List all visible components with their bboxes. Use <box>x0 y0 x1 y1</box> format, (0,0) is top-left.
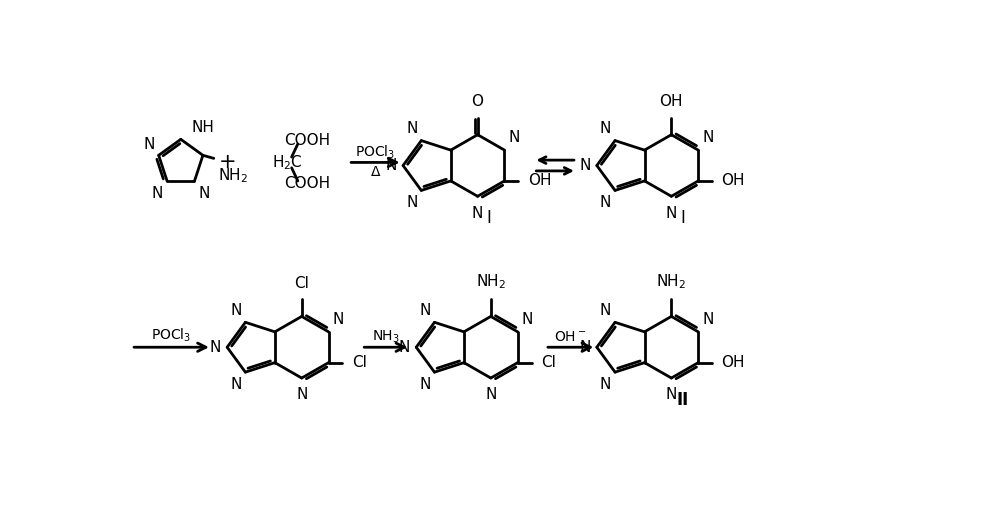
Text: N: N <box>600 377 611 392</box>
Text: Cl: Cl <box>352 355 367 370</box>
Text: Cl: Cl <box>294 276 309 291</box>
Text: COOH: COOH <box>284 133 330 148</box>
Text: N: N <box>666 206 677 221</box>
Text: N: N <box>419 303 431 318</box>
Text: POCl$_3$: POCl$_3$ <box>151 327 192 344</box>
Text: N: N <box>600 195 611 210</box>
Text: N: N <box>600 303 611 318</box>
Text: NH$_2$: NH$_2$ <box>656 272 686 291</box>
Text: N: N <box>419 377 431 392</box>
Text: N: N <box>508 130 520 146</box>
Text: $\Delta$: $\Delta$ <box>370 165 381 180</box>
Text: Cl: Cl <box>541 355 556 370</box>
Text: N: N <box>152 186 163 201</box>
Text: COOH: COOH <box>284 176 330 191</box>
Text: II: II <box>677 390 689 408</box>
Text: OH: OH <box>721 355 745 370</box>
Text: OH$^-$: OH$^-$ <box>554 330 587 344</box>
Text: N: N <box>600 121 611 136</box>
Text: NH$_2$: NH$_2$ <box>218 166 248 185</box>
Text: N: N <box>296 387 307 402</box>
Text: N: N <box>332 312 344 327</box>
Text: N: N <box>579 340 591 354</box>
Text: O: O <box>472 94 484 109</box>
Text: N: N <box>210 340 221 354</box>
Text: N: N <box>702 312 713 327</box>
Text: POCl$_3$: POCl$_3$ <box>355 144 395 161</box>
Text: OH: OH <box>721 173 745 188</box>
Text: N: N <box>399 340 410 354</box>
Text: N: N <box>472 206 483 221</box>
Text: N: N <box>522 312 533 327</box>
Text: +: + <box>218 152 236 172</box>
Text: N: N <box>385 158 397 173</box>
Text: I: I <box>681 209 685 227</box>
Text: N: N <box>143 137 155 152</box>
Text: N: N <box>230 377 241 392</box>
Text: H$_2$C: H$_2$C <box>272 153 303 172</box>
Text: N: N <box>230 303 241 318</box>
Text: NH$_3$: NH$_3$ <box>372 329 400 345</box>
Text: N: N <box>702 130 713 146</box>
Text: NH$_2$: NH$_2$ <box>476 272 506 291</box>
Text: N: N <box>406 121 417 136</box>
Text: N: N <box>579 158 591 173</box>
Text: N: N <box>198 186 210 201</box>
Text: N: N <box>666 387 677 402</box>
Text: I: I <box>487 209 492 227</box>
Text: N: N <box>406 195 417 210</box>
Text: OH: OH <box>528 173 551 188</box>
Text: NH: NH <box>192 120 215 135</box>
Text: N: N <box>485 387 496 402</box>
Text: OH: OH <box>660 94 683 109</box>
